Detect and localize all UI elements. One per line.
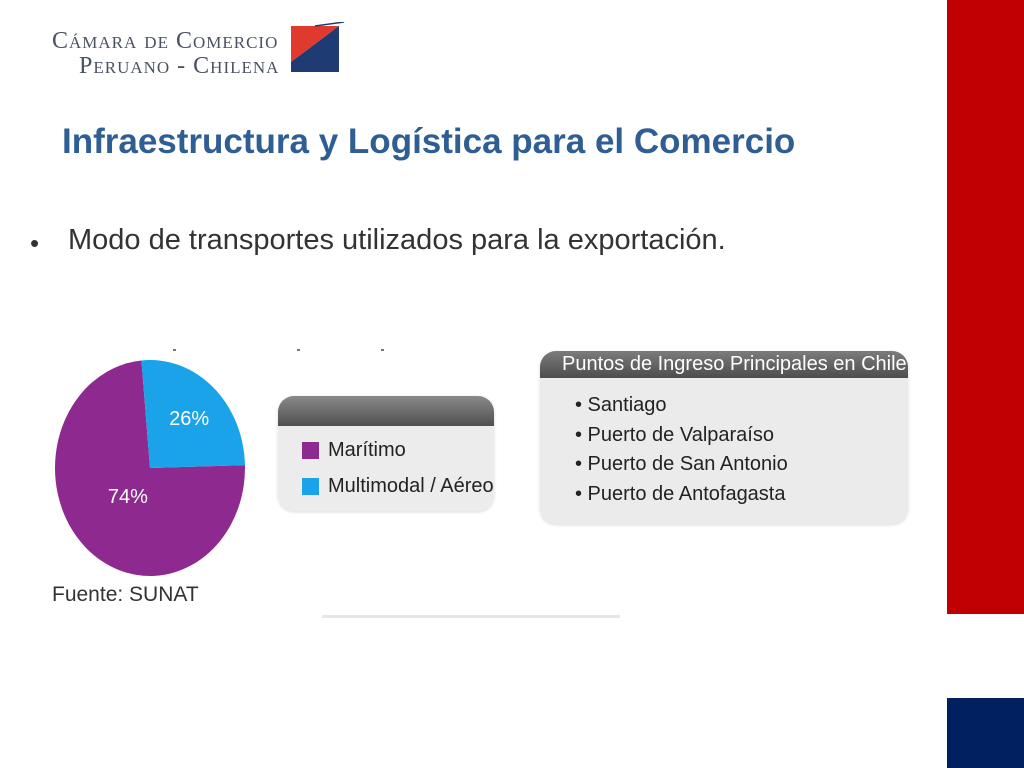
logo-mark-icon xyxy=(291,22,345,72)
port-item: • Puerto de Valparaíso xyxy=(575,423,774,446)
pie-slice-maritimo xyxy=(54,360,245,577)
logo-blue-shape xyxy=(291,26,339,72)
ports-list: • Santiago • Puerto de Valparaíso • Puer… xyxy=(575,391,788,509)
legend-item-maritimo: Marítimo xyxy=(302,439,406,461)
legend-swatch xyxy=(302,477,319,495)
logo-stroke xyxy=(314,22,345,27)
ports-panel: Puntos de Ingreso Principales en Chile •… xyxy=(540,351,908,524)
divider-line xyxy=(322,615,620,618)
logo-text-line2: Peruano - Chilena xyxy=(79,53,280,79)
tick-mark xyxy=(381,349,384,351)
tick-mark xyxy=(173,349,176,351)
chart-source: Fuente: SUNAT xyxy=(52,583,199,606)
port-item: • Puerto de San Antonio xyxy=(575,453,788,475)
pie-value-label: 26% xyxy=(169,408,209,430)
logo-text-line1: Cámara de Comercio xyxy=(52,28,279,54)
tick-mark xyxy=(297,349,300,351)
port-item: • Puerto de Antofagasta xyxy=(575,482,786,505)
legend-label: Marítimo xyxy=(328,438,406,461)
legend-item-multimodal: Multimodal / Aéreo xyxy=(302,475,494,497)
ports-title: Puntos de Ingreso Principales en Chile xyxy=(540,351,908,378)
bullet-icon: • xyxy=(30,228,40,258)
legend-label: Multimodal / Aéreo xyxy=(328,474,494,497)
legend-swatch xyxy=(302,441,319,459)
side-bar-blue xyxy=(947,698,1024,768)
port-item: • Santiago xyxy=(575,394,667,416)
pie-chart: 74% 26% xyxy=(54,360,245,577)
bullet-text: Modo de transportes utilizados para la e… xyxy=(68,224,726,256)
pie-slice-multimodal xyxy=(141,360,245,468)
slide-title: Infraestructura y Logística para el Come… xyxy=(62,122,796,161)
side-bar-red xyxy=(947,0,1024,614)
pie-value-label: 74% xyxy=(108,486,148,508)
chart-legend: Marítimo Multimodal / Aéreo xyxy=(278,396,494,511)
legend-header xyxy=(278,396,494,426)
